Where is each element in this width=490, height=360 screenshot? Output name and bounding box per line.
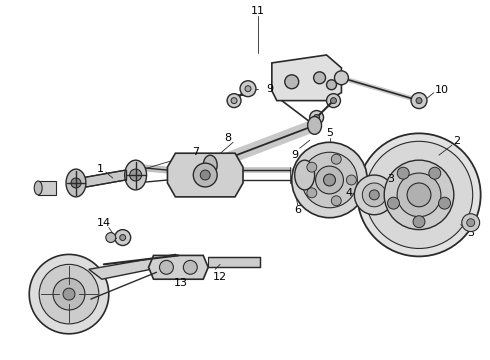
Circle shape	[397, 167, 409, 179]
Circle shape	[39, 264, 99, 324]
Text: 3: 3	[467, 228, 474, 238]
Circle shape	[326, 94, 341, 108]
Circle shape	[53, 278, 85, 310]
Ellipse shape	[294, 160, 315, 190]
Circle shape	[439, 197, 450, 209]
Circle shape	[362, 183, 386, 207]
Circle shape	[63, 288, 75, 300]
Circle shape	[314, 72, 325, 84]
Circle shape	[200, 170, 210, 180]
Circle shape	[71, 178, 81, 188]
Circle shape	[115, 230, 131, 246]
Text: 5: 5	[326, 129, 333, 138]
Circle shape	[292, 142, 368, 218]
Text: 2: 2	[453, 136, 461, 146]
Polygon shape	[208, 257, 260, 267]
Text: 1: 1	[98, 164, 104, 174]
Ellipse shape	[308, 117, 321, 134]
Circle shape	[231, 98, 237, 104]
Circle shape	[310, 111, 323, 125]
Text: 11: 11	[251, 6, 265, 16]
Circle shape	[130, 169, 142, 181]
Bar	[38, 181, 56, 195]
Circle shape	[285, 75, 299, 89]
Circle shape	[307, 162, 317, 172]
Circle shape	[462, 214, 480, 231]
Polygon shape	[81, 170, 125, 188]
Circle shape	[240, 81, 256, 96]
Circle shape	[366, 141, 473, 248]
Circle shape	[120, 235, 125, 240]
Text: 13: 13	[173, 278, 187, 288]
Circle shape	[413, 216, 425, 228]
Circle shape	[159, 260, 173, 274]
Circle shape	[346, 175, 356, 185]
Ellipse shape	[66, 169, 86, 197]
Circle shape	[335, 71, 348, 85]
Circle shape	[302, 152, 357, 208]
Circle shape	[331, 154, 341, 164]
Circle shape	[323, 174, 336, 186]
Circle shape	[106, 233, 116, 243]
Circle shape	[416, 98, 422, 104]
Circle shape	[307, 188, 317, 198]
Circle shape	[369, 190, 379, 200]
Ellipse shape	[203, 155, 217, 175]
Circle shape	[388, 197, 399, 209]
Circle shape	[227, 94, 241, 108]
Circle shape	[316, 166, 343, 194]
Text: 10: 10	[435, 85, 449, 95]
Text: 3: 3	[388, 174, 394, 184]
Circle shape	[29, 255, 109, 334]
Text: 14: 14	[97, 218, 111, 228]
Circle shape	[193, 163, 217, 187]
Circle shape	[354, 175, 394, 215]
Text: 4: 4	[346, 188, 353, 198]
Polygon shape	[148, 255, 208, 279]
Circle shape	[331, 98, 337, 104]
Ellipse shape	[34, 181, 42, 195]
Text: 6: 6	[294, 205, 301, 215]
Polygon shape	[272, 55, 342, 100]
Circle shape	[326, 80, 337, 90]
Circle shape	[384, 160, 454, 230]
Circle shape	[357, 133, 481, 256]
Circle shape	[429, 167, 441, 179]
Circle shape	[331, 196, 341, 206]
Circle shape	[411, 93, 427, 109]
Text: 8: 8	[224, 133, 232, 143]
Polygon shape	[89, 255, 185, 279]
Circle shape	[314, 114, 319, 121]
Polygon shape	[168, 153, 243, 197]
Circle shape	[467, 219, 475, 227]
Text: 9: 9	[266, 84, 273, 94]
Ellipse shape	[124, 160, 147, 190]
Circle shape	[397, 173, 441, 217]
Text: 9: 9	[291, 150, 298, 160]
Text: 12: 12	[213, 272, 227, 282]
Circle shape	[407, 183, 431, 207]
Circle shape	[245, 86, 251, 92]
Text: 7: 7	[192, 147, 199, 157]
Circle shape	[183, 260, 197, 274]
